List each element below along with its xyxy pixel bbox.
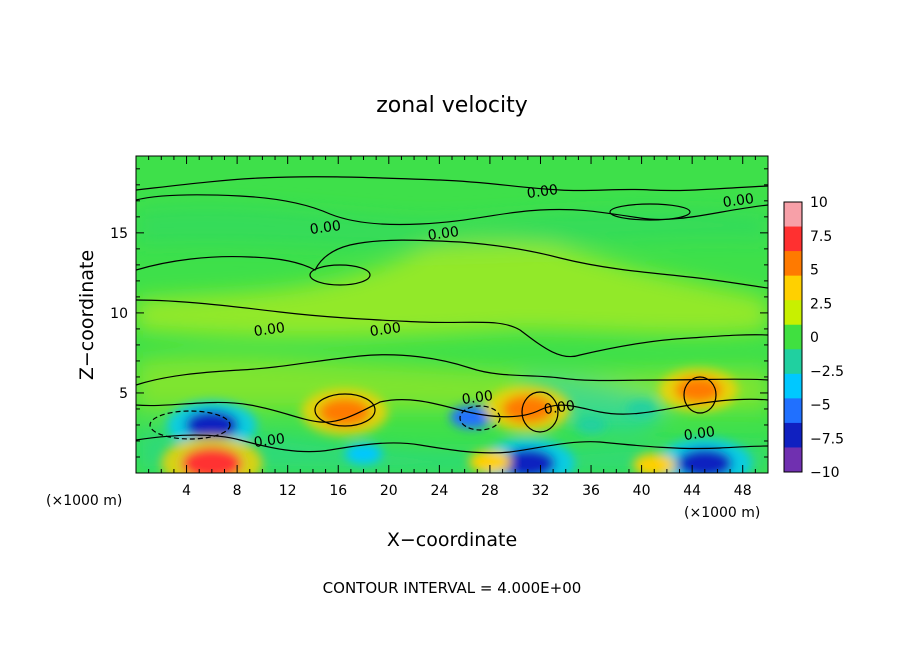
x-tick-label: 20 [380, 483, 398, 499]
x-tick-label: 32 [532, 483, 550, 499]
contour-value-label: 0.00 [722, 191, 755, 211]
x-tick-label: 44 [683, 483, 701, 499]
y-axis-label: Z−coordinate [76, 250, 98, 380]
colorbar-tick-label: −7.5 [810, 431, 844, 447]
field-feature [500, 448, 556, 473]
x-tick-label: 8 [233, 483, 242, 499]
field-feature [344, 443, 383, 465]
colorbar-tick-label: 2.5 [810, 296, 832, 312]
field-feature [468, 450, 511, 473]
colorbar-tick-label: −10 [810, 465, 840, 481]
contour-value-label: 0.00 [253, 320, 286, 340]
colorbar-swatch [784, 398, 802, 424]
field-feature [319, 398, 370, 426]
chart-title: zonal velocity [376, 93, 528, 118]
x-unit-left: (×1000 m) [46, 493, 122, 509]
colorbar-tick-label: 5 [810, 263, 819, 279]
x-unit-right: (×1000 m) [684, 505, 760, 521]
colorbar-tick-label: 0 [810, 330, 819, 346]
field-feature [449, 405, 492, 429]
contour-value-label: 0.00 [427, 224, 460, 244]
contour-value-label: 0.00 [543, 398, 576, 418]
y-tick-label: 5 [119, 386, 128, 402]
field-feature [626, 400, 658, 418]
x-axis: 4 8 12 16 20 24 28 32 36 40 44 48 [148, 156, 756, 499]
plot-area: 0.00 0.00 0.00 0.00 0.00 0.00 0.00 0.00 0.00 0.00 [136, 156, 768, 473]
contour-value-label: 0.00 [461, 388, 494, 408]
contour-lines [136, 176, 768, 454]
y-tick-label: 15 [110, 226, 128, 242]
colorbar-tick-label: 10 [810, 195, 828, 211]
colorbar-swatch [784, 349, 802, 375]
colorbar-swatch [784, 324, 802, 350]
x-tick-label: 16 [329, 483, 347, 499]
field-feature [675, 377, 722, 403]
x-tick-label: 48 [734, 483, 752, 499]
contour-value-label: 0.00 [683, 424, 716, 444]
colorbar-swatch [784, 422, 802, 448]
y-tick-label: 10 [110, 306, 128, 322]
x-tick-label: 24 [430, 483, 448, 499]
colorbar-swatch [784, 275, 802, 301]
field-feature [502, 395, 554, 423]
colorbar-swatch [784, 226, 802, 252]
colorbar-swatch [784, 202, 802, 228]
x-tick-label: 4 [182, 483, 191, 499]
colorbar: 10 7.5 5 2.5 0 −2.5 −5 −7.5 −10 [783, 195, 844, 481]
x-tick-label: 28 [481, 483, 499, 499]
contour-value-label: 0.00 [369, 320, 402, 340]
x-tick-label: 12 [279, 483, 297, 499]
field-feature [677, 448, 733, 473]
colorbar-frame [783, 201, 803, 473]
contour-value-label: 0.00 [253, 431, 286, 451]
contour-labels: 0.00 0.00 0.00 0.00 0.00 0.00 0.00 0.00 0.00 0.00 [253, 182, 755, 451]
contour-interval-note: CONTOUR INTERVAL = 4.000E+00 [323, 579, 582, 597]
contour-value-label: 0.00 [309, 218, 342, 238]
colorbar-tick-label: −5 [810, 398, 831, 414]
colorbar-swatch [784, 251, 802, 277]
x-tick-label: 36 [582, 483, 600, 499]
x-tick-label: 40 [633, 483, 651, 499]
field-feature [633, 453, 676, 473]
colorbar-swatch [784, 447, 802, 473]
field-feature [575, 416, 607, 434]
field-texture [136, 206, 768, 473]
y-axis: 5 10 15 [110, 168, 768, 458]
contour-value-label: 0.00 [526, 182, 559, 202]
colorbar-tick-label: 7.5 [810, 229, 832, 245]
x-axis-label: X−coordinate [387, 529, 517, 551]
colorbar-swatch [784, 373, 802, 399]
field-feature [182, 447, 242, 473]
colorbar-tick-label: −2.5 [810, 364, 844, 380]
colorbar-swatch [784, 300, 802, 326]
